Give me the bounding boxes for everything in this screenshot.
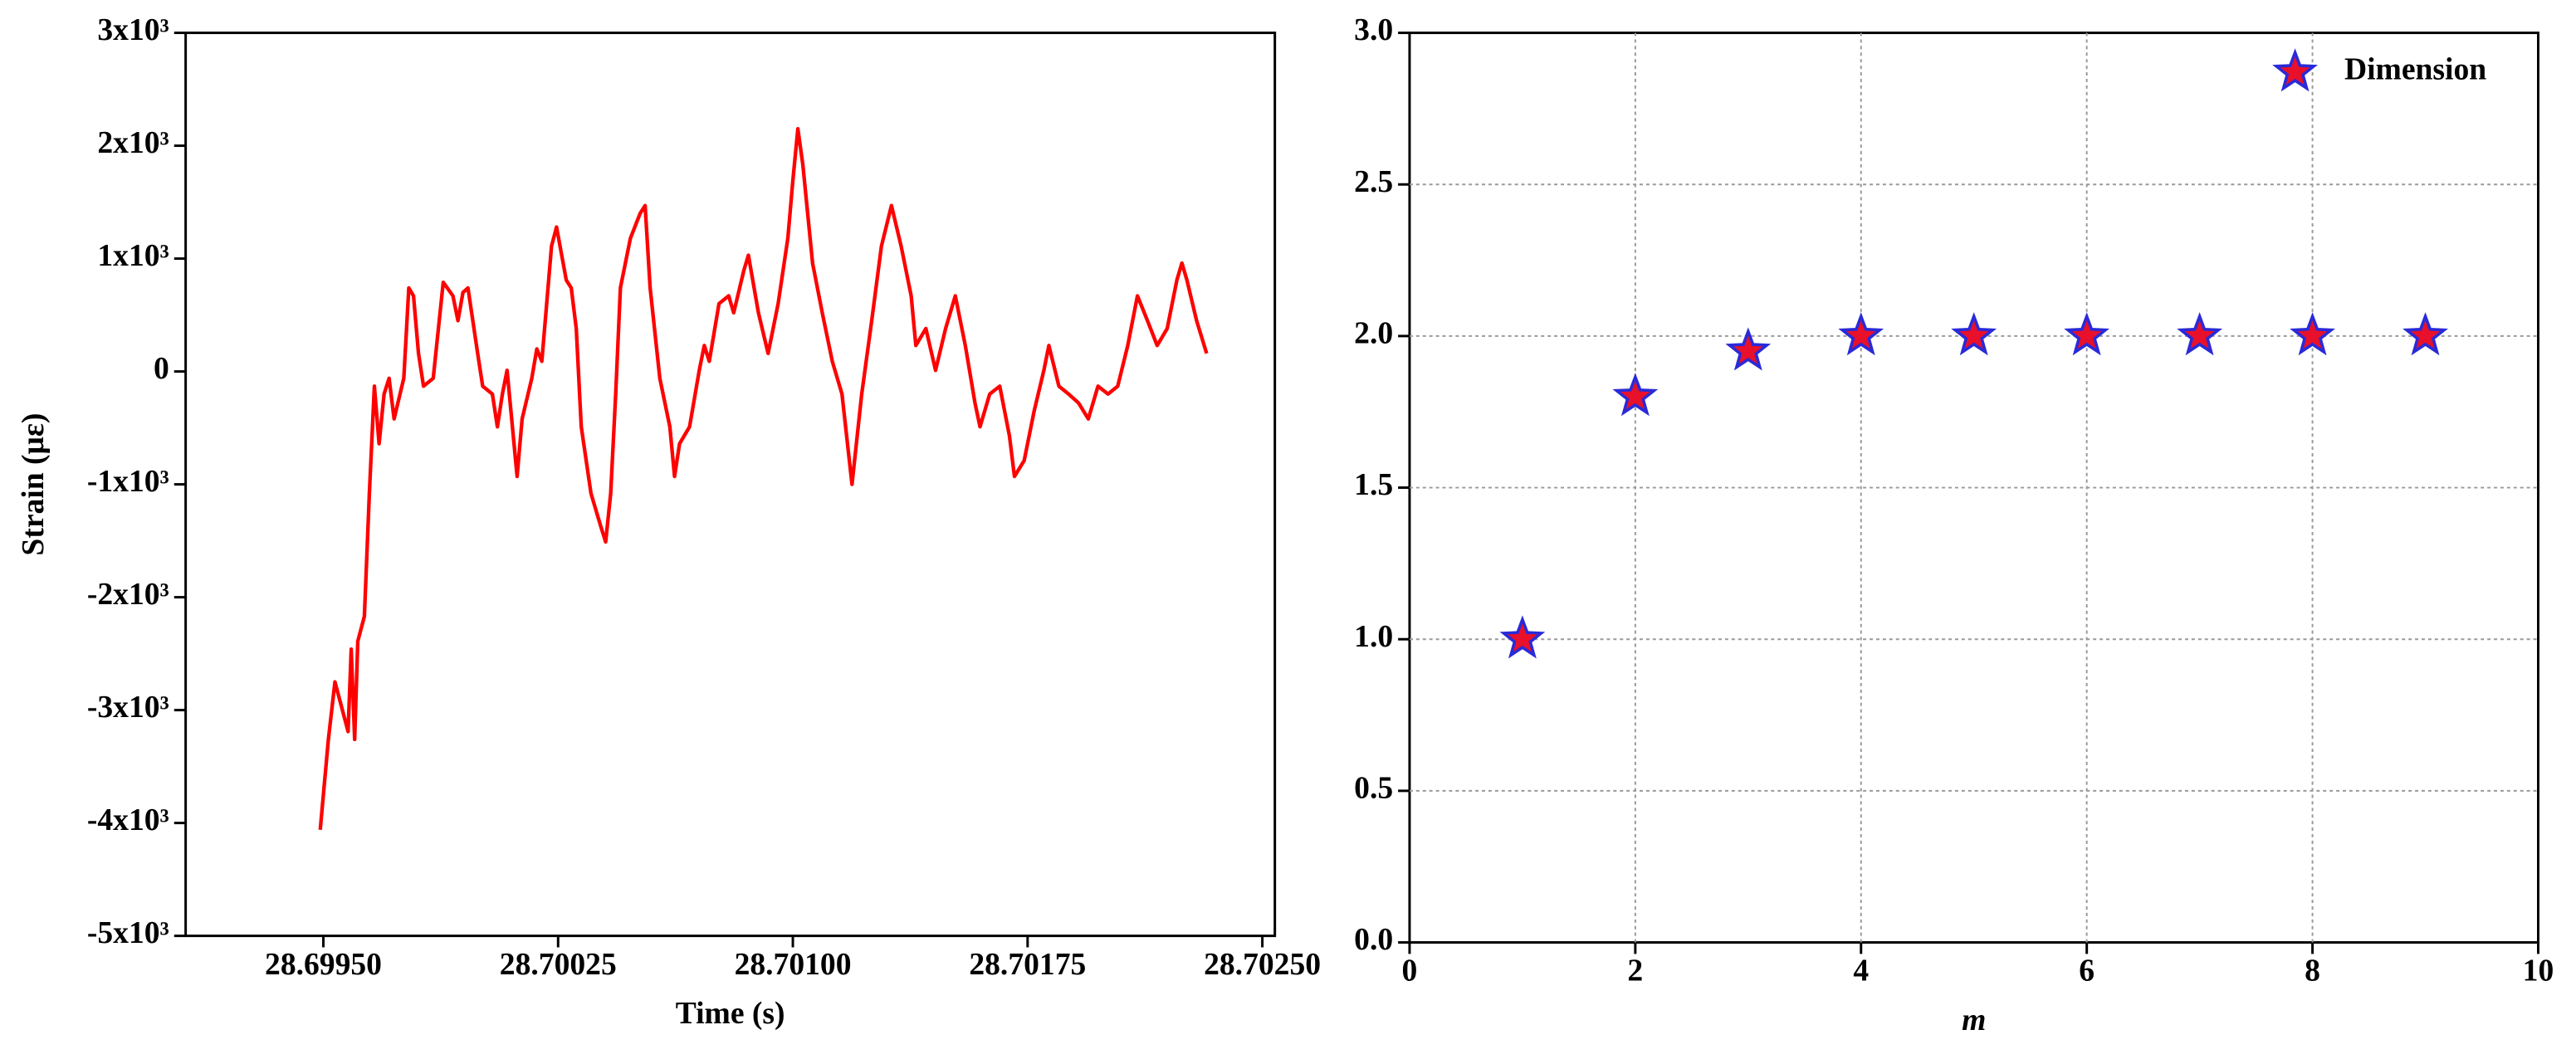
star-marker xyxy=(1725,327,1772,371)
x-axis-title: Time (s) xyxy=(676,997,785,1031)
y-tick-label: 2.5 xyxy=(1354,165,1393,199)
x-tick-label: 28.70250 xyxy=(1204,948,1321,982)
star-marker xyxy=(2177,312,2223,356)
y-tick-label: -5x10³ xyxy=(87,916,169,950)
plot-frame xyxy=(1408,32,2539,944)
star-marker xyxy=(1951,312,1997,356)
x-tick-label: 28.70175 xyxy=(969,948,1086,982)
y-tick-label: 3.0 xyxy=(1354,13,1393,47)
y-tick-label: 1.0 xyxy=(1354,620,1393,654)
x-tick-label: 28.70025 xyxy=(500,948,617,982)
y-tick-label: -2x10³ xyxy=(87,578,169,612)
y-tick-label: 0 xyxy=(154,352,169,386)
x-axis-title: m xyxy=(1962,1003,1986,1037)
star-marker xyxy=(1499,615,1546,659)
legend-label: Dimension xyxy=(2344,53,2486,87)
y-tick-label: 1x10³ xyxy=(97,239,169,273)
x-tick-label: 28.69950 xyxy=(265,948,382,982)
star-marker xyxy=(1838,312,1884,356)
data-line xyxy=(318,127,1209,830)
y-tick-label: 3x10³ xyxy=(97,13,169,47)
legend-marker xyxy=(2272,48,2319,92)
plot-frame xyxy=(184,32,1277,938)
star-marker xyxy=(2402,312,2448,356)
star-marker xyxy=(1612,373,1659,417)
y-tick-label: -1x10³ xyxy=(87,465,169,499)
star-marker xyxy=(2064,312,2110,356)
y-tick-label: -3x10³ xyxy=(87,691,169,725)
x-tick-label: 2 xyxy=(1627,954,1643,988)
x-tick-label: 6 xyxy=(2079,954,2095,988)
star-marker xyxy=(2290,312,2335,356)
y-tick-label: 1.5 xyxy=(1354,468,1393,502)
y-tick-label: 0.5 xyxy=(1354,772,1393,806)
y-tick-label: 0.0 xyxy=(1354,923,1393,957)
y-tick-label: -4x10³ xyxy=(87,803,169,837)
x-tick-label: 0 xyxy=(1402,954,1418,988)
x-tick-label: 4 xyxy=(1853,954,1869,988)
y-axis-title: Strain (με) xyxy=(17,413,51,556)
x-tick-label: 10 xyxy=(2523,954,2554,988)
x-tick-label: 28.70100 xyxy=(735,948,852,982)
y-tick-label: 2x10³ xyxy=(97,126,169,160)
x-tick-label: 8 xyxy=(2305,954,2320,988)
y-tick-label: 2.0 xyxy=(1354,317,1393,351)
